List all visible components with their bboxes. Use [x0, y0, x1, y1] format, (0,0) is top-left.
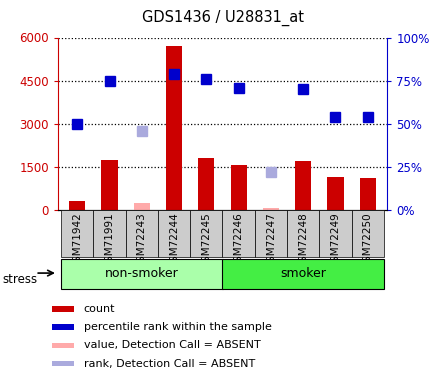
Text: GSM72247: GSM72247 [266, 212, 276, 269]
Text: GSM72243: GSM72243 [137, 212, 147, 269]
Bar [352, 210, 384, 257]
Bar [295, 161, 312, 210]
Bar [61, 259, 222, 289]
Bar [198, 158, 214, 210]
Bar [320, 210, 352, 257]
Bar [61, 210, 93, 257]
Text: percentile rank within the sample: percentile rank within the sample [84, 322, 271, 332]
Bar [222, 259, 384, 289]
Bar [53, 342, 74, 348]
Bar [69, 201, 85, 210]
Text: non-smoker: non-smoker [105, 267, 178, 280]
Bar [263, 208, 279, 210]
Text: smoker: smoker [280, 267, 326, 280]
Bar [125, 210, 158, 257]
Text: GSM71942: GSM71942 [72, 212, 82, 269]
Bar [166, 46, 182, 210]
Bar [360, 178, 376, 210]
Bar [287, 210, 320, 257]
Bar [255, 210, 287, 257]
Text: GSM72245: GSM72245 [201, 212, 211, 269]
Text: GSM72250: GSM72250 [363, 212, 373, 269]
Bar [53, 324, 74, 330]
Bar [101, 160, 117, 210]
Bar [328, 177, 344, 210]
Text: GSM72248: GSM72248 [298, 212, 308, 269]
Bar [190, 210, 222, 257]
Text: GDS1436 / U28831_at: GDS1436 / U28831_at [142, 9, 303, 26]
Text: count: count [84, 304, 115, 314]
Text: value, Detection Call = ABSENT: value, Detection Call = ABSENT [84, 340, 260, 350]
Bar [158, 210, 190, 257]
Text: stress: stress [2, 273, 37, 286]
Text: GSM72246: GSM72246 [234, 212, 244, 269]
Text: GSM71991: GSM71991 [105, 212, 114, 269]
Bar [53, 306, 74, 312]
Bar [231, 165, 247, 210]
Bar [222, 210, 255, 257]
Text: GSM72249: GSM72249 [331, 212, 340, 269]
Text: rank, Detection Call = ABSENT: rank, Detection Call = ABSENT [84, 358, 255, 369]
Text: GSM72244: GSM72244 [169, 212, 179, 269]
Bar [93, 210, 125, 257]
Bar [134, 203, 150, 210]
Bar [53, 361, 74, 366]
